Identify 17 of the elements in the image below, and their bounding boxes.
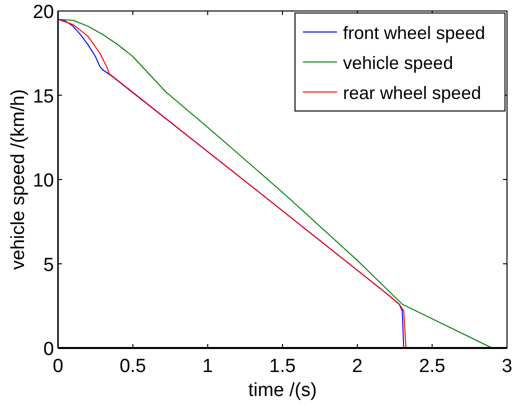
x-tick-label: 1.5 [269,356,296,377]
legend-label: vehicle speed [343,53,454,73]
x-tick-label: 0.5 [120,356,146,377]
y-tick-label: 20 [32,2,54,23]
y-axis-title: vehicle speed /(km/h) [8,89,29,270]
x-tick-label: 1 [202,356,213,377]
x-tick-label: 3 [502,356,512,377]
y-tick-label: 15 [32,86,54,108]
y-tick-label: 0 [43,339,54,360]
legend-label: front wheel speed [343,23,486,43]
line-series [58,18,493,348]
x-axis-title: time /(s) [248,380,317,401]
y-tick-label: 10 [32,170,54,192]
x-tick-label: 2 [352,356,363,377]
y-tick-label: 5 [43,254,54,276]
x-tick-label: 2.5 [418,356,446,377]
legend-label: rear wheel speed [343,83,482,103]
